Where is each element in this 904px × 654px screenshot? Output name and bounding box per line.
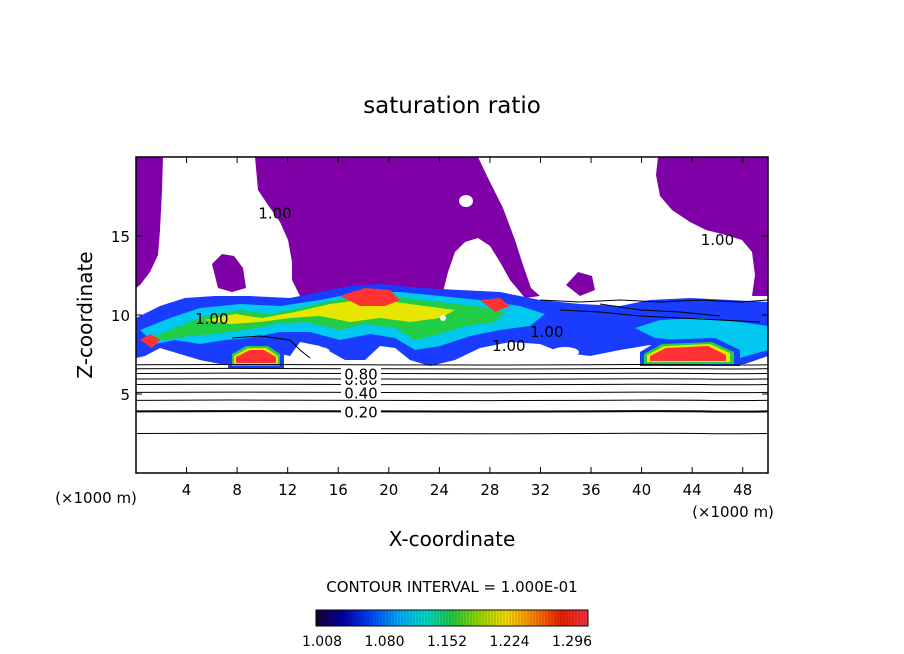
cloud-band-yellow	[205, 300, 455, 324]
colorbar-labels: 1.008 1.080 1.152 1.224 1.296	[302, 634, 592, 650]
contour-interval: CONTOUR INTERVAL = 1.000E-01	[326, 578, 577, 596]
plot-area	[136, 157, 768, 435]
x-tick-label: 12	[278, 481, 297, 499]
purple-region-left	[136, 157, 163, 288]
contour-label: 0.40	[344, 384, 377, 402]
y-tick-label: 15	[111, 228, 130, 246]
chart-title: saturation ratio	[363, 93, 541, 119]
contour-label-1: 1.00	[258, 204, 291, 222]
contour-label-1: 1.00	[195, 310, 228, 328]
x-axis: 4 8 12 16 20 24 28 32 36 40 44 48	[182, 157, 752, 499]
contour-label: 0.20	[344, 403, 377, 421]
colorbar: 1.008 1.080 1.152 1.224 1.296	[302, 609, 592, 650]
contour-line	[136, 432, 768, 435]
x-tick-label: 32	[531, 481, 550, 499]
contour-line	[136, 391, 768, 394]
contour-lines-lower	[136, 363, 768, 435]
contour-label: 0.80	[344, 365, 377, 383]
contour-label-1: 1.00	[492, 337, 525, 355]
x-unit-left: (×1000 m)	[55, 489, 137, 507]
contour-label-bg	[340, 404, 381, 419]
contour-line	[136, 378, 768, 380]
purple-region-center	[255, 157, 540, 298]
x-tick-label: 24	[430, 481, 449, 499]
contour-label-1: 1.00	[701, 231, 734, 249]
colorbar-tick-label: 1.008	[302, 634, 342, 650]
purple-blob-small	[212, 254, 246, 292]
x-tick-label: 4	[182, 481, 192, 499]
x-unit-right: (×1000 m)	[692, 503, 774, 521]
y-axis: 5 10 15	[111, 228, 768, 404]
contour-labels: 0.200.400.600.801.001.001.001.001.00	[195, 204, 734, 421]
contour-lines-upper	[231, 299, 768, 359]
red-core-center	[340, 288, 400, 306]
contour-line	[136, 399, 768, 402]
lens-left-red	[236, 350, 276, 363]
red-core-left	[140, 334, 160, 348]
lens-right-red	[650, 346, 726, 361]
contour-line	[136, 372, 768, 375]
band-hole-2	[551, 347, 579, 357]
contour-line	[136, 410, 768, 413]
purple-blob-right	[566, 272, 595, 296]
purple-region-right	[656, 157, 768, 296]
x-tick-label: 40	[632, 481, 651, 499]
x-tick-label: 28	[480, 481, 499, 499]
x-tick-label: 44	[683, 481, 702, 499]
red-core-right	[480, 298, 510, 312]
y-tick-label: 10	[111, 307, 130, 325]
colorbar-stripes	[317, 611, 586, 625]
x-tick-label: 36	[581, 481, 600, 499]
x-tick-label: 16	[329, 481, 348, 499]
contour-label-1: 1.00	[530, 323, 563, 341]
contour-label-bg	[340, 366, 381, 381]
contour-line	[136, 363, 768, 366]
colorbar-tick-label: 1.296	[552, 634, 592, 650]
hole-center	[459, 195, 473, 207]
contour-line	[136, 367, 768, 370]
band-hole-1	[310, 347, 330, 357]
colorbar-rect	[315, 609, 589, 627]
colorbar-tick-label: 1.152	[427, 634, 467, 650]
colorbar-tick-label: 1.224	[489, 634, 529, 650]
band-hole-3	[440, 315, 446, 321]
contour-line	[136, 383, 768, 386]
y-axis-label: Z-coordinate	[73, 251, 97, 378]
x-axis-label: X-coordinate	[389, 527, 516, 551]
x-tick-label: 8	[232, 481, 242, 499]
x-tick-label: 48	[733, 481, 752, 499]
x-tick-label: 20	[379, 481, 398, 499]
y-tick-label: 5	[120, 386, 130, 404]
contour-label-bg	[340, 385, 381, 400]
colorbar-tick-label: 1.080	[364, 634, 404, 650]
